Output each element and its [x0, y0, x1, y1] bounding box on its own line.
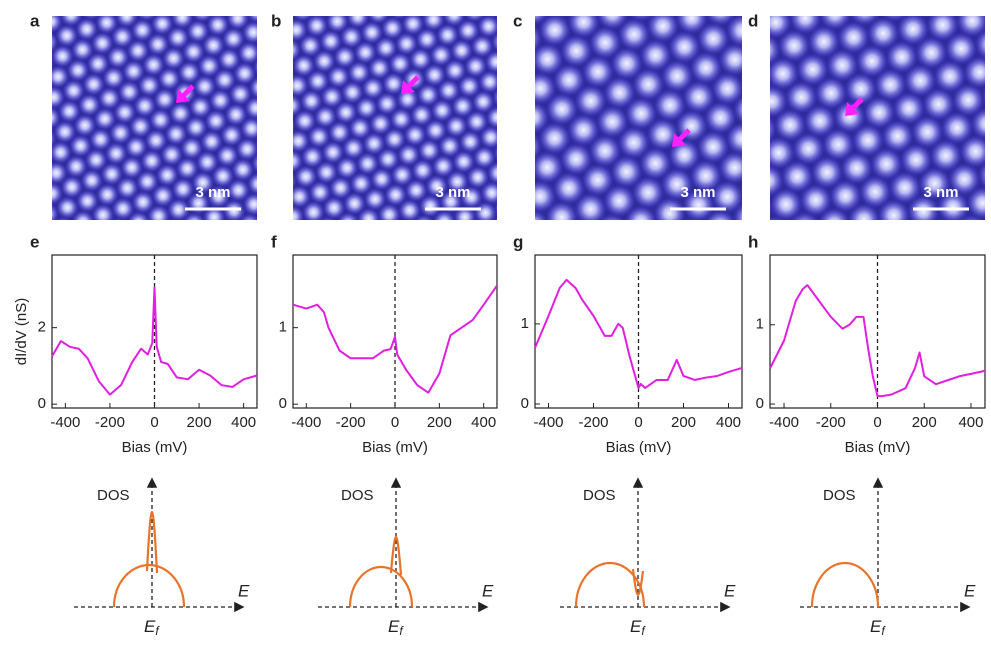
energy-label: E	[238, 581, 250, 600]
line	[51, 286, 258, 396]
energy-label: E	[964, 581, 976, 600]
arrow-head	[176, 89, 190, 103]
y-tick-label: 0	[279, 395, 287, 412]
fermi-label: Ef	[630, 617, 646, 638]
arrow-head	[672, 133, 686, 147]
fermi-subscript: f	[399, 624, 404, 638]
stm-image	[293, 16, 497, 220]
x-axis-label: Bias (mV)	[845, 439, 911, 456]
panel-label: d	[748, 11, 758, 30]
line	[292, 285, 498, 394]
x-tick-label: 200	[187, 414, 212, 431]
panel-label: h	[748, 232, 758, 251]
y-tick-label: 0	[38, 395, 46, 412]
scale-bar-label: 3 nm	[195, 184, 230, 201]
panel-label: g	[513, 232, 523, 251]
x-tick-label: 400	[716, 414, 741, 431]
x-tick-label: -400	[769, 414, 799, 431]
x-tick-label: -400	[291, 414, 321, 431]
line	[769, 284, 986, 398]
x-tick-label: 200	[427, 414, 452, 431]
scale-bar-label: 3 nm	[923, 184, 958, 201]
fermi-subscript: f	[881, 624, 886, 638]
x-tick-label: 0	[634, 414, 642, 431]
panel-label: c	[513, 11, 522, 30]
dos-peak	[145, 510, 159, 574]
x-tick-label: 0	[873, 414, 881, 431]
x-tick-label: 0	[150, 414, 158, 431]
dos-label: DOS	[583, 487, 616, 504]
stm-image	[52, 16, 257, 220]
fermi-symbol: E	[630, 617, 642, 636]
x-tick-label: 400	[471, 414, 496, 431]
dos-curve	[112, 563, 186, 608]
x-tick-label: -200	[95, 414, 125, 431]
x-axis-label: Bias (mV)	[606, 439, 672, 456]
arrow-head	[401, 80, 415, 94]
panel-label: f	[271, 232, 277, 251]
stm-image	[535, 16, 742, 220]
dos-label: DOS	[823, 487, 856, 504]
x-tick-label: -400	[50, 414, 80, 431]
fermi-symbol: E	[388, 617, 400, 636]
x-tick-label: -200	[816, 414, 846, 431]
x-tick-label: -200	[336, 414, 366, 431]
dos-curve	[810, 561, 880, 608]
y-tick-label: 0	[756, 395, 764, 412]
x-tick-label: 400	[231, 414, 256, 431]
dos-curve	[348, 565, 414, 608]
y-tick-label: 2	[38, 319, 46, 336]
x-tick-label: 200	[912, 414, 937, 431]
fermi-subscript: f	[641, 624, 646, 638]
x-tick-label: -400	[533, 414, 563, 431]
dos-peak	[389, 535, 403, 576]
stm-image	[770, 16, 985, 220]
line	[534, 278, 743, 389]
dos-peak	[631, 568, 645, 597]
x-tick-label: 400	[958, 414, 983, 431]
y-tick-label: 1	[756, 316, 764, 333]
x-tick-label: -200	[578, 414, 608, 431]
y-tick-label: 1	[279, 319, 287, 336]
y-tick-label: 0	[521, 395, 529, 412]
y-axis-label: dI/dV (nS)	[13, 298, 30, 366]
x-axis-label: Bias (mV)	[122, 439, 188, 456]
energy-label: E	[724, 581, 736, 600]
scale-bar-label: 3 nm	[680, 184, 715, 201]
arrow-head	[845, 102, 859, 116]
fermi-label: Ef	[144, 617, 160, 638]
fermi-label: Ef	[388, 617, 404, 638]
x-tick-label: 0	[391, 414, 399, 431]
x-tick-label: 200	[671, 414, 696, 431]
y-tick-label: 1	[521, 315, 529, 332]
panel-label: a	[30, 11, 40, 30]
scale-bar-label: 3 nm	[435, 184, 470, 201]
panel-label: b	[271, 11, 281, 30]
panel-label: e	[30, 232, 39, 251]
x-axis-label: Bias (mV)	[362, 439, 428, 456]
fermi-symbol: E	[144, 617, 156, 636]
dos-label: DOS	[97, 487, 130, 504]
fermi-label: Ef	[870, 617, 886, 638]
energy-label: E	[482, 581, 494, 600]
dos-label: DOS	[341, 487, 374, 504]
fermi-symbol: E	[870, 617, 882, 636]
fermi-subscript: f	[155, 624, 160, 638]
